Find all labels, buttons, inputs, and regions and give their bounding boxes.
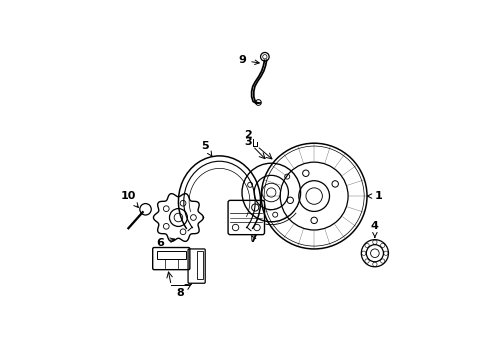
Text: 9: 9 (238, 55, 259, 65)
Text: 6: 6 (156, 238, 174, 248)
Text: 3: 3 (244, 137, 251, 147)
Bar (197, 251, 203, 279)
Text: 2: 2 (244, 130, 251, 140)
Text: 5: 5 (201, 141, 212, 156)
Text: 7: 7 (249, 234, 257, 244)
Text: 4: 4 (370, 221, 378, 237)
Text: 1: 1 (366, 191, 382, 201)
Text: 10: 10 (121, 191, 138, 207)
Text: 8: 8 (176, 288, 183, 297)
Bar (157, 251, 185, 259)
